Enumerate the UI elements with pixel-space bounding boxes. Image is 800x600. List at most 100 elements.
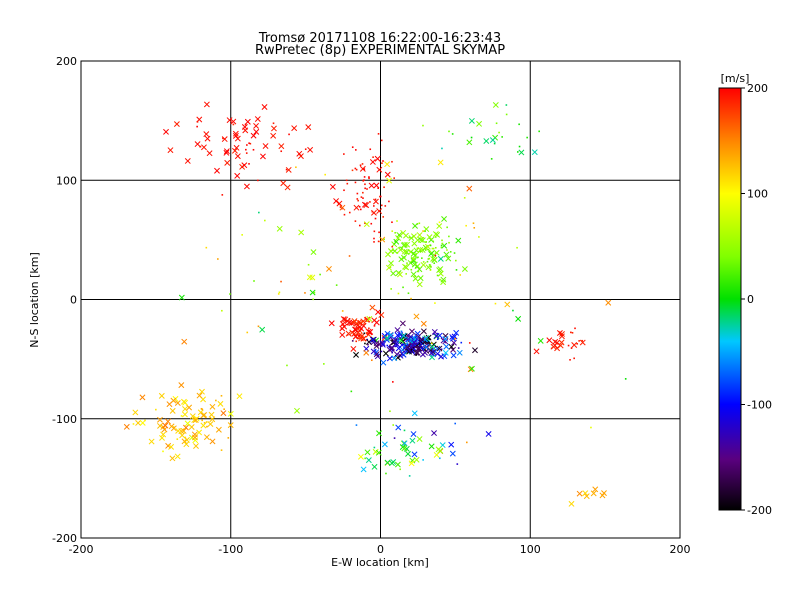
data-point-cross (333, 198, 340, 204)
data-point-cross (401, 445, 408, 452)
data-point-dot (360, 196, 363, 198)
data-point-cross (388, 345, 395, 352)
data-point-cross (410, 257, 417, 264)
data-point-dot (426, 260, 429, 263)
data-point-dot (201, 419, 203, 422)
data-point-cross (393, 238, 400, 245)
data-point-cross (270, 132, 277, 139)
data-point-dot (232, 123, 235, 126)
data-point-dot (446, 249, 448, 251)
data-point-dot (424, 349, 426, 351)
data-point-dot (396, 251, 399, 254)
data-point-cross (181, 338, 188, 345)
data-point-dot (428, 249, 431, 252)
data-point-dot (372, 156, 374, 159)
data-point-dot (280, 280, 282, 283)
data-point-cross (391, 355, 398, 362)
data-point-dot (382, 216, 385, 218)
data-point-cross (365, 339, 372, 345)
colorbar-tick-label: -200 (747, 504, 772, 517)
data-point-cross (435, 446, 442, 453)
data-point-dot (223, 408, 225, 410)
data-point-cross (200, 412, 207, 419)
data-point-cross (579, 339, 586, 346)
data-point-cross (363, 349, 370, 356)
data-point-cross (429, 343, 436, 350)
data-point-dot (495, 122, 498, 125)
data-point-dot (526, 136, 528, 139)
data-point-dot (422, 124, 424, 127)
data-point-dot (356, 192, 359, 195)
data-point-dot (323, 363, 325, 365)
data-point-cross (605, 299, 612, 306)
data-point-dot (431, 256, 434, 258)
data-point-cross (417, 246, 424, 253)
data-point-cross (554, 345, 561, 352)
data-point-dot (362, 191, 364, 194)
data-point-cross (231, 147, 238, 154)
data-point-cross (373, 182, 380, 189)
data-point-dot (196, 121, 199, 123)
data-point-dot (272, 122, 275, 125)
data-point-dot (307, 263, 310, 266)
data-point-cross (353, 351, 360, 358)
data-point-dot (203, 421, 206, 424)
data-point-cross (590, 490, 597, 497)
data-point-dot (432, 333, 435, 335)
data-point-dot (385, 472, 387, 475)
data-point-dot (415, 354, 418, 356)
data-point-cross (169, 455, 176, 462)
data-point-cross (375, 449, 382, 456)
data-point-cross (234, 172, 241, 179)
data-point-dot (394, 240, 396, 243)
data-point-cross (132, 409, 139, 416)
data-point-cross (387, 332, 394, 339)
data-point-dot (391, 160, 393, 163)
data-point-dot (518, 123, 520, 126)
data-point-cross (191, 417, 198, 424)
data-point-dot (516, 246, 518, 249)
data-point-dot (409, 261, 412, 264)
data-point-dot (337, 203, 340, 205)
data-point-cross (552, 338, 559, 345)
data-point-cross (309, 289, 316, 296)
data-point-cross (204, 135, 211, 142)
data-point-cross (411, 240, 418, 247)
data-point-cross (485, 431, 492, 437)
data-point-dot (590, 426, 592, 429)
data-point-dot (380, 204, 383, 207)
data-point-cross (353, 204, 360, 211)
data-point-cross (223, 149, 230, 156)
data-point-dot (368, 176, 370, 178)
data-point-cross (416, 232, 423, 238)
data-point-cross (342, 316, 349, 323)
data-point-cross (163, 128, 169, 135)
data-point-dot (440, 348, 443, 351)
data-point-cross (404, 344, 411, 351)
data-point-dot (448, 235, 450, 238)
data-point-dot (433, 262, 436, 265)
data-point-dot (624, 378, 627, 380)
data-point-dot (574, 327, 576, 330)
data-point-dot (441, 239, 443, 242)
data-point-cross (424, 243, 431, 250)
data-point-cross (217, 400, 224, 407)
data-point-dot (220, 449, 223, 451)
data-point-cross (456, 349, 463, 356)
data-point-dot (417, 270, 420, 273)
data-point-cross (386, 264, 392, 271)
data-point-dot (472, 222, 475, 225)
data-point-dot (413, 258, 415, 260)
data-point-cross (400, 351, 407, 358)
data-point-cross (276, 225, 283, 232)
data-point-cross (409, 437, 416, 444)
data-point-dot (576, 343, 579, 345)
data-point-cross (531, 149, 538, 156)
data-point-dot (362, 197, 364, 199)
data-point-dot (407, 292, 410, 295)
data-point-cross (174, 453, 181, 460)
data-point-dot (401, 248, 403, 250)
data-point-dot (229, 293, 231, 295)
data-point-dot (379, 195, 382, 198)
data-point-cross (209, 403, 216, 410)
